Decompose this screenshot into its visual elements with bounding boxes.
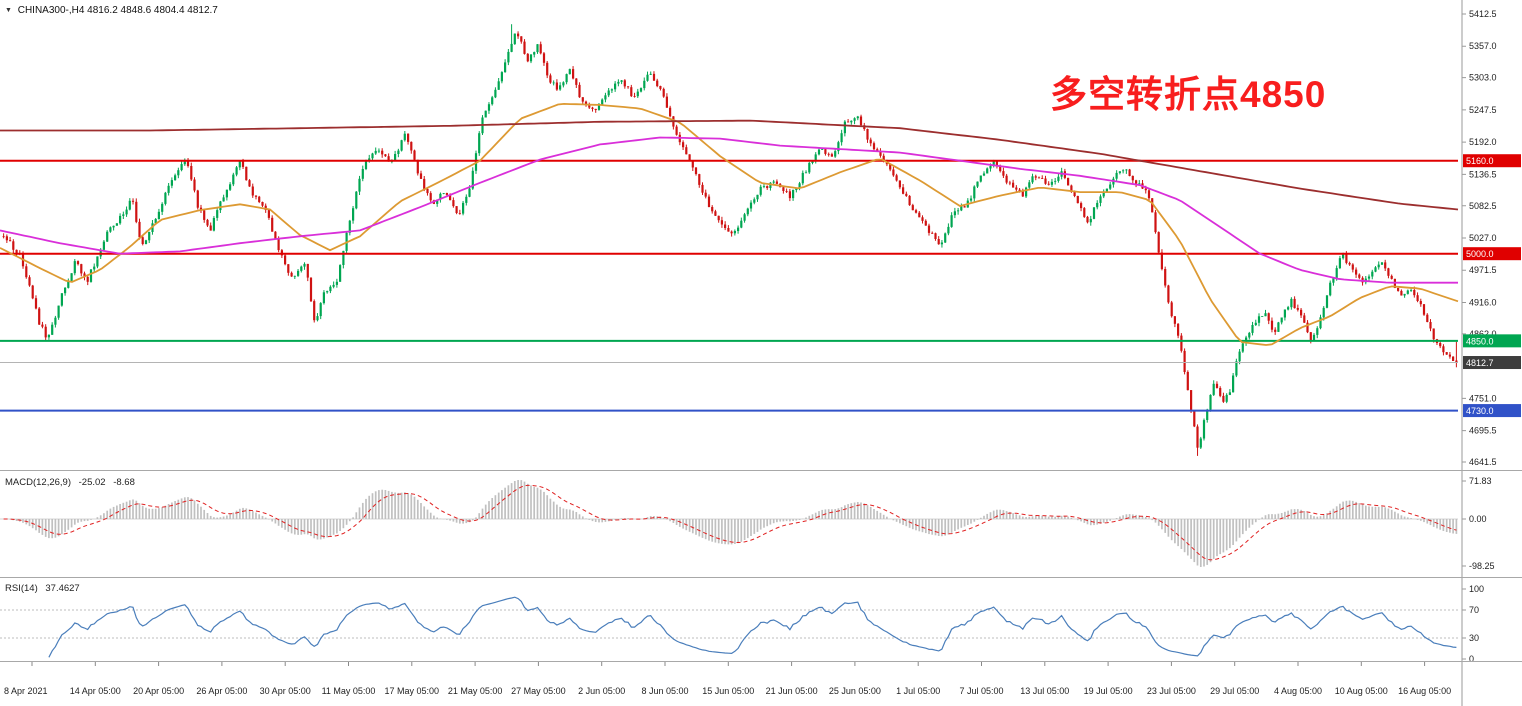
- symbol-info[interactable]: ▼ CHINA300-,H4 4816.2 4848.6 4804.4 4812…: [5, 5, 218, 16]
- svg-text:21 Jun 05:00: 21 Jun 05:00: [766, 686, 818, 696]
- macd-name: MACD(12,26,9): [5, 477, 71, 488]
- svg-text:4971.5: 4971.5: [1469, 265, 1497, 275]
- svg-text:26 Apr 05:00: 26 Apr 05:00: [196, 686, 247, 696]
- svg-text:5412.5: 5412.5: [1469, 9, 1497, 19]
- svg-text:4862.0: 4862.0: [1469, 329, 1497, 339]
- symbol-dropdown-icon[interactable]: ▼: [5, 7, 12, 14]
- svg-text:70: 70: [1469, 605, 1479, 615]
- macd-main-value: -25.02: [78, 477, 106, 488]
- macd-signal-line: [3, 484, 1457, 561]
- svg-text:10 Aug 05:00: 10 Aug 05:00: [1335, 686, 1388, 696]
- panel-separators: [0, 470, 1522, 662]
- svg-text:13 Jul 05:00: 13 Jul 05:00: [1020, 686, 1069, 696]
- rsi-line: [48, 596, 1457, 658]
- time-axis[interactable]: 8 Apr 2021 14 Apr 05:00 20 Apr 05:00 26 Apr…: [4, 662, 1451, 696]
- svg-text:30: 30: [1469, 633, 1479, 643]
- macd-indicator-label: MACD(12,26,9) -25.02 -8.68: [5, 477, 135, 488]
- svg-text:4730.0: 4730.0: [1466, 406, 1494, 416]
- macd-signal-value: -8.68: [113, 477, 135, 488]
- svg-text:7 Jul 05:00: 7 Jul 05:00: [959, 686, 1003, 696]
- svg-text:29 Jul 05:00: 29 Jul 05:00: [1210, 686, 1259, 696]
- rsi-panel: 100 70 30 0: [0, 584, 1484, 664]
- ma-slow-line: [0, 119, 1459, 211]
- rsi-indicator-label: RSI(14) 37.4627: [5, 583, 80, 594]
- svg-text:4641.5: 4641.5: [1469, 457, 1497, 467]
- svg-text:0: 0: [1469, 654, 1474, 664]
- rsi-name: RSI(14): [5, 583, 38, 594]
- svg-text:14 Apr 05:00: 14 Apr 05:00: [70, 686, 121, 696]
- svg-text:17 May 05:00: 17 May 05:00: [385, 686, 440, 696]
- svg-text:2 Jun 05:00: 2 Jun 05:00: [578, 686, 625, 696]
- svg-text:8 Apr 2021: 8 Apr 2021: [4, 686, 48, 696]
- svg-text:100: 100: [1469, 584, 1484, 594]
- svg-text:4751.0: 4751.0: [1469, 393, 1497, 403]
- svg-text:16 Aug 05:00: 16 Aug 05:00: [1398, 686, 1451, 696]
- svg-text:5357.0: 5357.0: [1469, 41, 1497, 51]
- ma-fast-line: [0, 102, 1459, 346]
- svg-text:71.83: 71.83: [1469, 476, 1492, 486]
- svg-text:15 Jun 05:00: 15 Jun 05:00: [702, 686, 754, 696]
- svg-text:5160.0: 5160.0: [1466, 156, 1494, 166]
- svg-text:11 May 05:00: 11 May 05:00: [322, 686, 376, 696]
- price-level-lines: [0, 159, 1458, 412]
- svg-text:5303.0: 5303.0: [1469, 73, 1497, 83]
- svg-text:4916.0: 4916.0: [1469, 297, 1497, 307]
- svg-text:4695.5: 4695.5: [1469, 426, 1497, 436]
- macd-panel: 71.83 0.00 -98.25: [0, 476, 1495, 571]
- svg-text:4850.0: 4850.0: [1466, 336, 1494, 346]
- price-axis[interactable]: 5412.5 5357.0 5303.0 5247.5 5192.0 5136.5 5082…: [1461, 0, 1521, 706]
- svg-text:21 May 05:00: 21 May 05:00: [448, 686, 503, 696]
- svg-text:8 Jun 05:00: 8 Jun 05:00: [641, 686, 688, 696]
- svg-text:5082.5: 5082.5: [1469, 201, 1497, 211]
- chart-annotation[interactable]: 多空转折点4850: [1050, 74, 1327, 115]
- svg-text:5247.5: 5247.5: [1469, 105, 1497, 115]
- svg-text:19 Jul 05:00: 19 Jul 05:00: [1084, 686, 1133, 696]
- svg-text:4812.7: 4812.7: [1466, 358, 1494, 368]
- moving-average-lines: [0, 102, 1459, 346]
- symbol-ohlc-text: CHINA300-,H4 4816.2 4848.6 4804.4 4812.7: [17, 5, 218, 16]
- svg-text:5192.0: 5192.0: [1469, 137, 1497, 147]
- svg-text:25 Jun 05:00: 25 Jun 05:00: [829, 686, 881, 696]
- svg-text:20 Apr 05:00: 20 Apr 05:00: [133, 686, 184, 696]
- svg-text:5000.0: 5000.0: [1466, 249, 1494, 259]
- svg-text:30 Apr 05:00: 30 Apr 05:00: [260, 686, 311, 696]
- svg-text:23 Jul 05:00: 23 Jul 05:00: [1147, 686, 1196, 696]
- svg-text:1 Jul 05:00: 1 Jul 05:00: [896, 686, 940, 696]
- ma-medium-line: [0, 136, 1458, 284]
- svg-text:5136.5: 5136.5: [1469, 169, 1497, 179]
- svg-text:4 Aug 05:00: 4 Aug 05:00: [1274, 686, 1322, 696]
- svg-text:0.00: 0.00: [1469, 514, 1487, 524]
- svg-text:-98.25: -98.25: [1469, 561, 1495, 571]
- rsi-value: 37.4627: [45, 583, 80, 594]
- svg-text:5027.0: 5027.0: [1469, 233, 1497, 243]
- svg-text:27 May 05:00: 27 May 05:00: [511, 686, 566, 696]
